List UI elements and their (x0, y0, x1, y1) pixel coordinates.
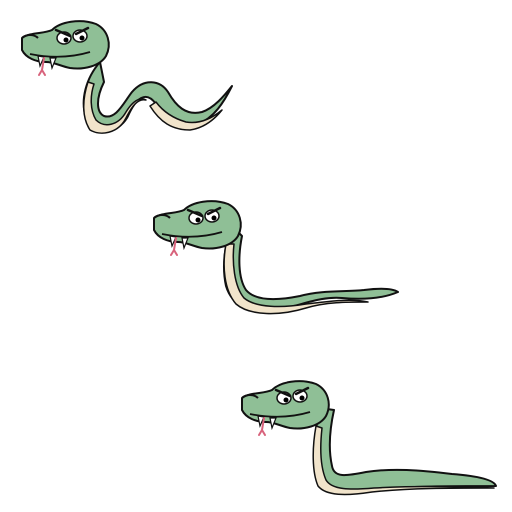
snake-head (21, 20, 110, 70)
snake-body (314, 407, 497, 494)
fang (169, 235, 189, 251)
snake-mouth (29, 51, 91, 58)
left-pupil (63, 37, 69, 43)
snake-snout (21, 34, 39, 39)
snake-body (223, 225, 399, 312)
snake-head (241, 380, 330, 430)
right-pupil (79, 35, 85, 41)
tongue (38, 57, 46, 76)
snake-frame-2 (153, 200, 399, 315)
snake-mouth (161, 231, 223, 238)
snake-head (153, 200, 242, 250)
angry-brow (274, 386, 310, 398)
snake-snout (241, 394, 259, 399)
snake-frame-1 (21, 20, 233, 134)
tongue (170, 237, 178, 256)
angry-brow (54, 26, 90, 38)
snake-belly (83, 81, 147, 134)
snake-belly (149, 101, 223, 131)
right-pupil (299, 395, 305, 401)
left-pupil (195, 217, 201, 223)
right-pupil (211, 215, 217, 221)
fang (37, 55, 57, 71)
snake-belly (223, 243, 369, 315)
tongue (258, 417, 266, 436)
snake-mouth (249, 411, 311, 418)
snake-snout (153, 214, 171, 219)
snake-belly (312, 425, 495, 496)
left-pupil (283, 397, 289, 403)
angry-brow (186, 206, 222, 218)
snake-frame-3 (241, 380, 497, 496)
fang (257, 415, 277, 431)
